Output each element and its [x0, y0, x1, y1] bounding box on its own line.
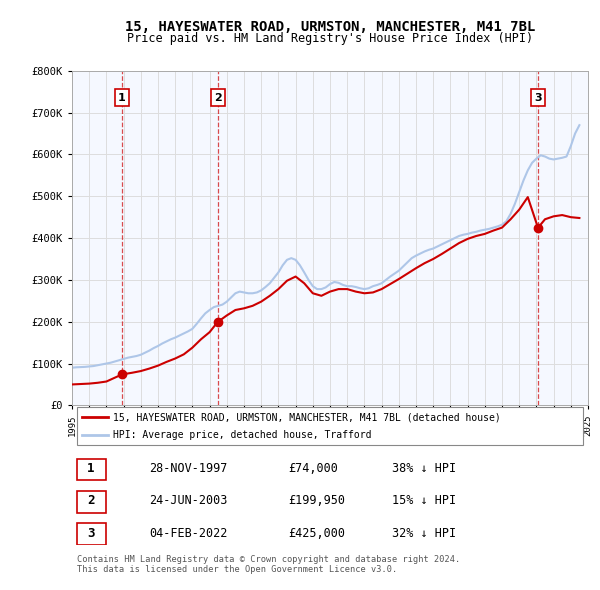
- Text: 24-JUN-2003: 24-JUN-2003: [149, 494, 228, 507]
- Text: 15% ↓ HPI: 15% ↓ HPI: [392, 494, 456, 507]
- Text: 28-NOV-1997: 28-NOV-1997: [149, 462, 228, 475]
- Text: 04-FEB-2022: 04-FEB-2022: [149, 526, 228, 539]
- FancyBboxPatch shape: [77, 459, 106, 480]
- Text: 2: 2: [214, 93, 222, 103]
- Text: £199,950: £199,950: [289, 494, 346, 507]
- Text: Contains HM Land Registry data © Crown copyright and database right 2024.
This d: Contains HM Land Registry data © Crown c…: [77, 555, 460, 574]
- Text: HPI: Average price, detached house, Trafford: HPI: Average price, detached house, Traf…: [113, 431, 372, 441]
- FancyBboxPatch shape: [77, 491, 106, 513]
- FancyBboxPatch shape: [77, 408, 583, 445]
- FancyBboxPatch shape: [77, 523, 106, 545]
- Text: Price paid vs. HM Land Registry's House Price Index (HPI): Price paid vs. HM Land Registry's House …: [127, 32, 533, 45]
- Text: 38% ↓ HPI: 38% ↓ HPI: [392, 462, 456, 475]
- Text: 1: 1: [118, 93, 126, 103]
- Text: 3: 3: [88, 526, 95, 539]
- Text: 15, HAYESWATER ROAD, URMSTON, MANCHESTER, M41 7BL: 15, HAYESWATER ROAD, URMSTON, MANCHESTER…: [125, 19, 535, 34]
- Text: £425,000: £425,000: [289, 526, 346, 539]
- Text: £74,000: £74,000: [289, 462, 338, 475]
- Text: 3: 3: [534, 93, 542, 103]
- Text: 15, HAYESWATER ROAD, URMSTON, MANCHESTER, M41 7BL (detached house): 15, HAYESWATER ROAD, URMSTON, MANCHESTER…: [113, 412, 501, 422]
- Text: 32% ↓ HPI: 32% ↓ HPI: [392, 526, 456, 539]
- Text: 2: 2: [88, 494, 95, 507]
- Text: 1: 1: [88, 462, 95, 475]
